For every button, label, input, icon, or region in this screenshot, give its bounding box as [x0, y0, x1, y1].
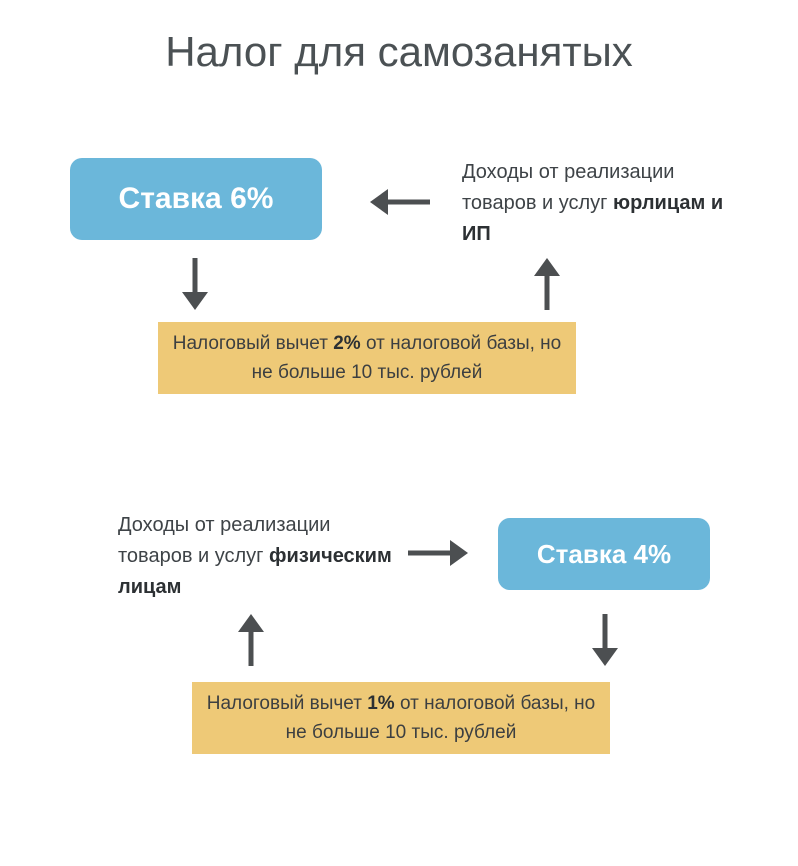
arrow-up1	[532, 258, 562, 310]
arrow-up2	[236, 614, 266, 666]
page-title: Налог для самозанятых	[0, 28, 798, 76]
arrow-right	[408, 538, 468, 568]
rate-box-4: Ставка 4%	[498, 518, 710, 590]
deduction-1pct: Налоговый вычет 1% от налоговой базы, но…	[192, 682, 610, 754]
desc-legal-entities: Доходы от реализации товаров и услуг юрл…	[462, 157, 742, 250]
rate-box-6: Ставка 6%	[70, 158, 322, 240]
arrow-left	[370, 187, 430, 217]
arrow-down2	[590, 614, 620, 666]
deduction-2pct: Налоговый вычет 2% от налоговой базы, но…	[158, 322, 576, 394]
desc-individuals: Доходы от реализации товаров и услуг физ…	[118, 510, 398, 603]
arrow-down1	[180, 258, 210, 310]
